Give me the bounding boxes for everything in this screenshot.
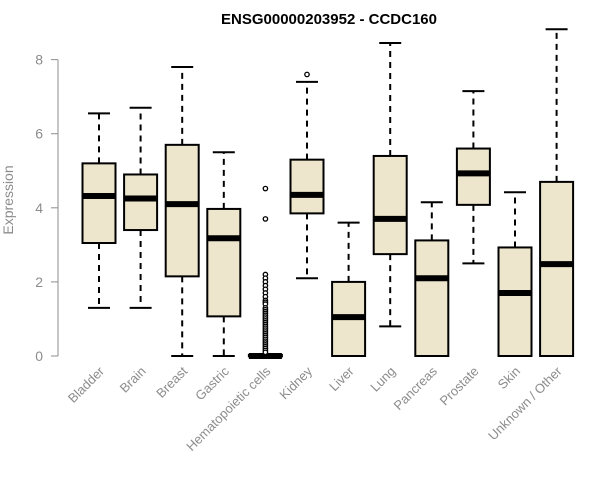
- iqr-box: [497, 246, 533, 357]
- box-group: [247, 185, 283, 359]
- x-tick-label: Prostate: [437, 364, 482, 409]
- box-group: [123, 106, 159, 309]
- x-tick-label: Brain: [117, 364, 149, 396]
- y-tick-label: 2: [35, 274, 43, 290]
- x-tick-label: Pancreas: [390, 363, 440, 413]
- box-group: [372, 41, 408, 328]
- box-group: [331, 221, 367, 357]
- x-tick-label: Unknown / Other: [485, 363, 565, 443]
- iqr-box: [372, 154, 408, 256]
- box-group: [164, 66, 200, 357]
- iqr-box: [81, 162, 117, 245]
- outlier-point: [304, 71, 310, 78]
- box-group: [206, 151, 242, 357]
- x-tick-label: Kidney: [276, 363, 315, 402]
- x-tick-label: Bladder: [65, 363, 108, 406]
- iqr-box: [539, 180, 575, 357]
- x-tick-label: Gastric: [192, 363, 232, 403]
- box-group: [539, 28, 575, 357]
- outlier-point: [262, 216, 269, 222]
- boxes-layer: [81, 28, 575, 359]
- outlier-point: [262, 349, 269, 356]
- box-group: [497, 191, 533, 357]
- y-tick-label: 6: [35, 126, 43, 142]
- outlier-point: [262, 185, 269, 192]
- iqr-box: [123, 173, 159, 232]
- box-group: [414, 201, 450, 357]
- iqr-box: [455, 147, 491, 206]
- y-axis-label: Expression: [0, 165, 16, 234]
- y-tick-label: 4: [35, 200, 43, 216]
- box-group: [289, 71, 325, 280]
- y-tick-label: 8: [35, 52, 43, 68]
- iqr-box: [414, 239, 450, 357]
- x-tick-label: Liver: [326, 363, 357, 394]
- x-tick-label: Breast: [153, 363, 190, 400]
- x-tick-label: Lung: [367, 364, 398, 395]
- x-tick-label: Skin: [495, 364, 523, 392]
- chart-title: ENSG00000203952 - CCDC160: [221, 11, 437, 28]
- y-axis: 0 2 4 6 8: [35, 52, 59, 364]
- iqr-box: [206, 207, 242, 318]
- iqr-box: [164, 143, 200, 278]
- y-tick-label: 0: [35, 348, 43, 364]
- iqr-box: [289, 158, 325, 215]
- box-group: [81, 112, 117, 309]
- box-group: [455, 90, 491, 265]
